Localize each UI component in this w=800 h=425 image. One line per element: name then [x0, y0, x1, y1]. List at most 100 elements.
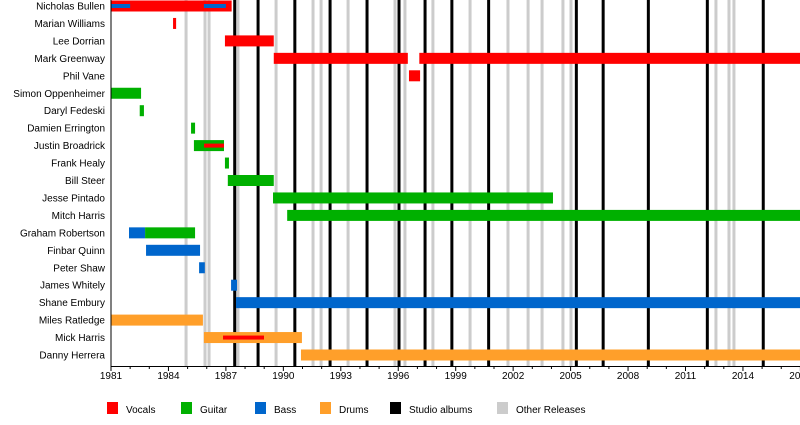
- other-release-line: [468, 0, 472, 366]
- legend-swatch: [320, 402, 331, 414]
- member-name: Mitch Harris: [52, 211, 105, 222]
- x-tick-label: 1999: [445, 371, 468, 382]
- member-bar-bass: [129, 227, 146, 239]
- member-name: Finbar Quinn: [47, 246, 105, 257]
- member-bar-guitar: [287, 209, 800, 221]
- other-release-line: [431, 0, 435, 366]
- x-tick-label: 2011: [675, 371, 697, 382]
- x-axis: 1981 1984 1987 1990 1993 1996 1999 2002 2005 2008…: [100, 0, 800, 382]
- member-name: Graham Robertson: [20, 228, 105, 239]
- member-name: Danny Herrera: [39, 351, 105, 362]
- member-bar-bass: [236, 297, 800, 309]
- member-bar-guitar: [191, 122, 196, 134]
- member-inset-bass: [203, 4, 226, 8]
- member-name: Jesse Pintado: [42, 193, 105, 204]
- member-bar-vocals: [173, 17, 177, 29]
- other-release-line: [346, 0, 350, 366]
- other-release-line: [506, 0, 510, 366]
- legend-label: Bass: [274, 405, 296, 416]
- other-release-line: [727, 0, 731, 366]
- member-name: Phil Vane: [63, 71, 106, 82]
- member-name: Daryl Fedeski: [44, 106, 105, 117]
- other-release-line: [714, 0, 718, 366]
- member-bar-vocals: [273, 52, 408, 64]
- other-release-line: [184, 0, 188, 366]
- member-name: Mark Greenway: [34, 54, 105, 65]
- member-name: James Whitely: [40, 281, 105, 292]
- member-inset-bass: [111, 4, 131, 8]
- legend-label: Studio albums: [409, 405, 472, 416]
- member-name: Bill Steer: [65, 176, 106, 187]
- member-bar-guitar: [273, 192, 553, 204]
- member-bar-guitar: [145, 227, 196, 239]
- studio-album-line: [397, 0, 401, 366]
- studio-album-line: [601, 0, 605, 366]
- other-release-line: [274, 0, 278, 366]
- x-tick-label: 1981: [100, 371, 123, 382]
- x-tick-label: 2017: [789, 371, 800, 382]
- member-bar-bass: [199, 262, 205, 274]
- member-bar-bass: [231, 279, 238, 291]
- legend-swatch: [181, 402, 192, 414]
- legend-swatch: [497, 402, 508, 414]
- other-release-line: [569, 0, 573, 366]
- legend-label: Drums: [339, 405, 368, 416]
- member-name: Damien Errington: [27, 124, 105, 135]
- x-tick-label: 1984: [157, 371, 180, 382]
- member-bar-vocals: [408, 70, 421, 82]
- member-bar-bass: [146, 244, 201, 256]
- other-release-line: [732, 0, 736, 366]
- other-release-line: [393, 0, 397, 366]
- other-release-line: [311, 0, 315, 366]
- member-bar-guitar: [227, 175, 274, 186]
- x-tick-label: 2014: [732, 371, 755, 382]
- studio-album-line: [293, 0, 297, 366]
- member-name: Peter Shaw: [53, 263, 105, 274]
- member-bar-guitar: [139, 105, 144, 117]
- other-release-line: [319, 0, 323, 366]
- studio-album-line: [365, 0, 369, 366]
- x-tick-label: 2008: [617, 371, 640, 382]
- member-name: Simon Oppenheimer: [13, 89, 105, 100]
- other-release-line: [561, 0, 565, 366]
- studio-album-line: [423, 0, 427, 366]
- other-release-line: [540, 0, 544, 366]
- member-bar-vocals: [224, 35, 274, 47]
- legend-swatch: [390, 402, 401, 414]
- member-inset-vocals: [223, 335, 265, 340]
- studio-album-line: [761, 0, 765, 366]
- other-release-line: [203, 0, 207, 366]
- other-release-line: [403, 0, 407, 366]
- legend-label: Other Releases: [516, 405, 585, 416]
- studio-album-line: [487, 0, 491, 366]
- member-name: Nicholas Bullen: [36, 2, 105, 13]
- member-bars: [111, 0, 800, 361]
- studio-album-line: [328, 0, 332, 366]
- member-name: Frank Healy: [51, 159, 105, 170]
- member-name: Lee Dorrian: [53, 36, 105, 47]
- other-release-line: [526, 0, 530, 366]
- studio-album-line: [646, 0, 650, 366]
- x-tick-label: 1993: [330, 371, 353, 382]
- x-tick-label: 2005: [559, 371, 582, 382]
- member-bar-guitar: [111, 87, 142, 99]
- member-bar-vocals: [111, 0, 232, 12]
- legend-swatch: [107, 402, 118, 414]
- studio-album-line: [705, 0, 709, 366]
- member-name: Mick Harris: [55, 333, 105, 344]
- member-bar-drums: [300, 349, 800, 361]
- member-name: Miles Ratledge: [39, 316, 106, 327]
- member-name: Shane Embury: [39, 298, 105, 309]
- x-tick-label: 1987: [215, 371, 238, 382]
- member-inset-vocals: [204, 143, 224, 148]
- legend: Vocals Guitar Bass Drums Studio albums Other …: [107, 402, 585, 416]
- member-name: Marian Williams: [34, 19, 105, 30]
- member-name: Justin Broadrick: [34, 141, 106, 152]
- legend-swatch: [255, 402, 266, 414]
- member-bar-vocals: [419, 52, 800, 64]
- member-bar-guitar: [224, 157, 229, 169]
- studio-album-line: [574, 0, 578, 366]
- x-tick-label: 1996: [387, 371, 410, 382]
- x-tick-label: 2002: [502, 371, 525, 382]
